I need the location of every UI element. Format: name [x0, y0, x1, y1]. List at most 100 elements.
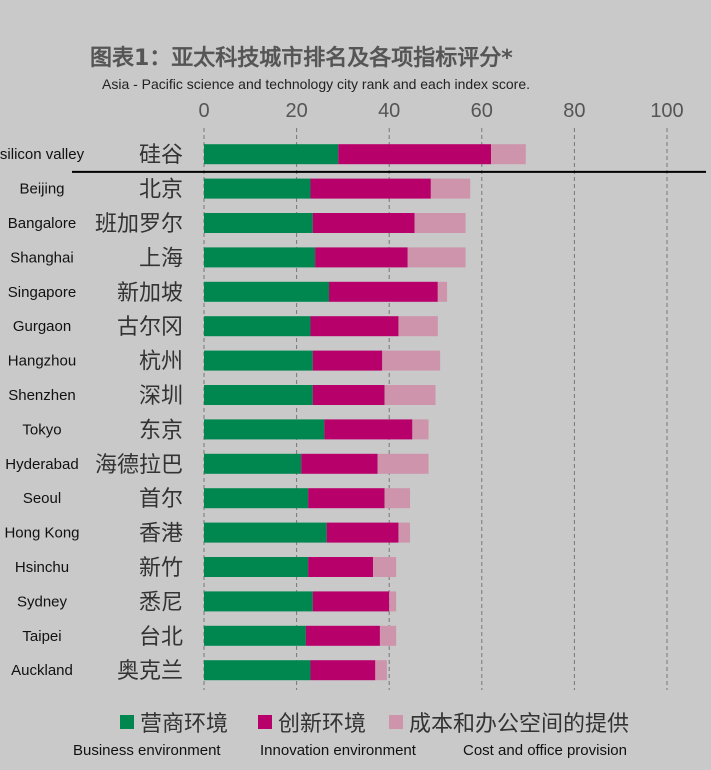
bar-segment — [437, 281, 448, 302]
category-label-cn: 香港 — [139, 522, 183, 547]
category-label-cn: 班加罗尔 — [95, 212, 183, 237]
bar-segment — [204, 316, 311, 337]
bar-segment — [204, 385, 313, 405]
bar-segment — [204, 522, 327, 543]
bar-segment — [204, 591, 313, 612]
legend-label-innovation-en: Innovation environment — [260, 742, 416, 759]
bar-segment — [326, 522, 399, 543]
bar-segment — [377, 453, 429, 474]
bar-segment — [204, 625, 306, 646]
category-label-en: Hsinchu — [15, 559, 69, 576]
bar-segment — [379, 625, 397, 646]
category-label-cn: 东京 — [139, 418, 183, 443]
bar-segment — [204, 144, 339, 165]
category-label-cn: 杭州 — [139, 350, 183, 375]
category-label-cn: 首尔 — [139, 487, 183, 512]
x-tick-label: 60 — [471, 100, 493, 122]
category-label-en: Tokyo — [22, 421, 61, 438]
bar-segment — [414, 213, 466, 233]
bar-segment — [389, 591, 397, 612]
legend-swatch-business — [120, 715, 134, 729]
x-tick-label: 0 — [198, 100, 209, 122]
bar-segment — [398, 522, 411, 543]
category-label-en: Shanghai — [10, 249, 73, 266]
bar-segment — [312, 213, 415, 233]
category-label-en: silicon valley — [0, 146, 85, 163]
bar-segment — [312, 591, 390, 612]
bar-segment — [305, 625, 380, 646]
bar-segment — [204, 488, 309, 509]
bar-segment — [384, 385, 436, 405]
chart-title-en: Asia - Pacific science and technology ci… — [102, 76, 531, 92]
category-label-en: Shenzhen — [8, 387, 76, 404]
bar-segment — [372, 557, 397, 577]
category-label-en: Singapore — [8, 284, 76, 301]
bar-segment — [204, 557, 309, 577]
bar-segment — [310, 178, 431, 199]
legend-label-cost-cn: 成本和办公空间的提供 — [409, 712, 630, 737]
legend-item-innovation: 创新环境 — [258, 706, 366, 738]
bar-segment — [204, 247, 316, 268]
legend-label-innovation-cn: 创新环境 — [278, 712, 367, 737]
x-tick-label: 40 — [378, 100, 400, 122]
bar-segment — [324, 419, 413, 440]
x-tick-label: 100 — [650, 100, 683, 122]
x-tick-label: 80 — [563, 100, 585, 122]
category-label-en: Taipei — [22, 628, 61, 645]
bar-segment — [204, 281, 330, 302]
bar-segment — [204, 213, 313, 233]
bar-segment — [382, 350, 441, 371]
category-label-cn: 海德拉巴 — [95, 453, 183, 478]
legend-label-business-en: Business environment — [73, 742, 221, 759]
bar-segment — [312, 350, 383, 371]
category-label-cn: 北京 — [139, 178, 183, 203]
bar-segment — [312, 385, 385, 405]
category-label-en: Hangzhou — [8, 353, 76, 370]
category-label-en: Seoul — [23, 490, 61, 507]
category-label-cn: 上海 — [139, 246, 183, 271]
legend-item-business: 营商环境 — [120, 706, 228, 738]
category-label-en: Auckland — [11, 662, 73, 679]
bar-segment — [430, 178, 471, 199]
category-label-cn: 新加坡 — [117, 281, 183, 306]
category-label-cn: 古尔冈 — [117, 315, 183, 340]
legend-label-cost-en: Cost and office provision — [463, 742, 627, 759]
category-label-en: Beijing — [19, 181, 64, 198]
legend-swatch-innovation — [258, 715, 272, 729]
bar-segment — [491, 144, 526, 165]
category-label-cn: 台北 — [139, 625, 183, 650]
category-label-cn: 奥克兰 — [117, 659, 183, 684]
bar-segment — [310, 660, 376, 681]
bar-segment — [308, 557, 373, 577]
bar-segment — [398, 316, 438, 337]
bar-segment — [204, 419, 325, 440]
bar-segment — [407, 247, 466, 268]
category-label-cn: 新竹 — [139, 556, 183, 581]
bar-segment — [384, 488, 411, 509]
bar-segment — [310, 316, 399, 337]
legend-swatch-cost — [389, 715, 403, 729]
bar-segment — [204, 350, 313, 371]
bar-segment — [315, 247, 408, 268]
chart-title-cn: 图表1：亚太科技城市排名及各项指标评分* — [90, 46, 513, 71]
bar-segment — [329, 281, 438, 302]
x-tick-label: 20 — [285, 100, 307, 122]
bar-segment — [204, 660, 311, 681]
category-label-cn: 悉尼 — [139, 590, 183, 615]
legend-label-business-cn: 营商环境 — [140, 712, 229, 737]
category-label-en: Sydney — [17, 593, 68, 610]
bar-segment — [204, 453, 302, 474]
bar-segment — [204, 178, 311, 199]
category-label-en: Gurgaon — [13, 318, 71, 335]
category-label-en: Hyderabad — [5, 456, 78, 473]
bar-segment — [338, 144, 492, 165]
category-label-en: Hong Kong — [4, 525, 79, 542]
category-label-cn: 深圳 — [139, 384, 183, 409]
bar-segment — [301, 453, 378, 474]
category-label-en: Bangalore — [8, 215, 76, 232]
bar-segment — [412, 419, 429, 440]
bar-segment — [375, 660, 387, 681]
bar-segment — [308, 488, 385, 509]
legend-item-cost: 成本和办公空间的提供 — [389, 706, 629, 738]
